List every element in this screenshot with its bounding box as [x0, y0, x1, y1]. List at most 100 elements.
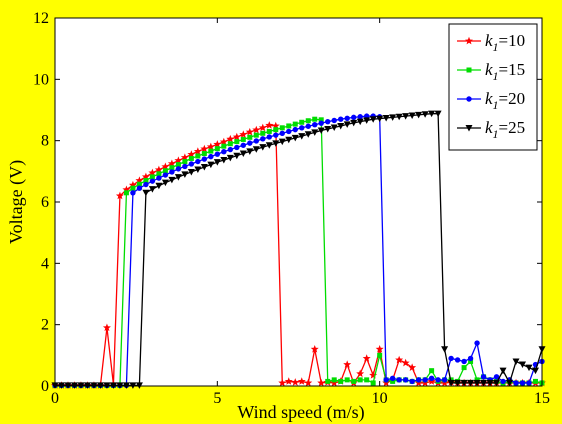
legend-swatch-marker — [465, 36, 473, 45]
data-point — [239, 130, 248, 138]
data-point — [297, 377, 306, 385]
data-point — [175, 162, 181, 168]
data-point — [162, 168, 168, 174]
data-point — [305, 118, 311, 124]
data-point — [493, 374, 500, 380]
data-point — [155, 182, 163, 190]
data-point — [382, 114, 390, 122]
data-point — [357, 377, 363, 383]
data-point — [161, 179, 169, 187]
data-point — [512, 358, 520, 365]
data-point — [260, 136, 266, 142]
data-point — [435, 377, 441, 383]
data-point — [143, 181, 149, 188]
data-point — [273, 132, 279, 138]
data-point — [311, 129, 319, 136]
data-point — [330, 124, 338, 131]
legend-label: k1=20 — [485, 89, 525, 112]
data-point — [344, 115, 350, 121]
data-point — [525, 364, 533, 372]
data-point — [421, 111, 429, 118]
y-tick-label: 6 — [41, 194, 49, 211]
data-point — [195, 153, 201, 159]
data-point — [350, 114, 357, 121]
data-point — [253, 138, 259, 144]
data-point — [377, 352, 383, 358]
data-point — [304, 131, 312, 138]
legend-label: k1=15 — [485, 60, 525, 83]
data-point — [375, 345, 384, 353]
data-point — [279, 125, 285, 131]
data-point — [234, 144, 240, 151]
series-line — [55, 113, 543, 387]
data-point — [356, 369, 365, 378]
data-point — [331, 377, 337, 383]
data-point — [136, 185, 143, 191]
data-point — [266, 134, 272, 140]
data-point — [299, 119, 305, 125]
data-point — [286, 123, 292, 129]
data-point — [338, 378, 344, 384]
data-point — [232, 132, 241, 141]
data-point — [395, 355, 404, 364]
data-point — [304, 378, 313, 387]
data-point — [532, 367, 540, 375]
data-point — [246, 148, 254, 155]
data-point — [408, 112, 416, 120]
data-point — [148, 186, 156, 193]
data-point — [312, 122, 318, 128]
data-point — [149, 178, 156, 184]
data-point — [356, 118, 364, 126]
data-point — [343, 121, 351, 128]
data-point — [447, 379, 455, 387]
data-point — [317, 378, 326, 387]
x-tick-label: 10 — [372, 390, 388, 407]
data-point — [213, 140, 222, 148]
data-point — [130, 190, 136, 196]
data-point — [207, 161, 215, 169]
legend-entry: k1=15 — [457, 60, 525, 83]
data-point — [219, 137, 228, 146]
data-point — [506, 379, 514, 387]
data-point — [220, 156, 228, 164]
data-point — [188, 161, 195, 167]
data-point — [370, 380, 376, 386]
data-point — [175, 166, 182, 172]
data-point — [526, 380, 532, 386]
data-point — [493, 379, 501, 387]
data-point — [317, 127, 325, 135]
data-point — [461, 358, 467, 365]
data-point — [201, 156, 208, 162]
data-point — [149, 174, 155, 180]
data-point — [174, 156, 183, 164]
data-point — [206, 142, 215, 151]
data-point — [460, 379, 468, 387]
data-point — [193, 147, 202, 155]
data-point — [434, 110, 442, 118]
data-point — [245, 127, 254, 136]
legend: k1=10 k1=15 k1=20 k1=25 — [448, 23, 538, 151]
data-point — [181, 171, 189, 178]
data-point — [395, 113, 403, 121]
data-point — [265, 121, 274, 129]
data-point — [123, 190, 129, 196]
data-point — [233, 152, 241, 160]
data-point — [500, 378, 506, 385]
data-point — [533, 378, 539, 384]
data-point — [428, 375, 435, 382]
y-tick-label: 10 — [33, 71, 49, 88]
data-point — [278, 138, 286, 146]
data-point — [468, 358, 474, 364]
data-point — [136, 181, 142, 187]
data-point — [401, 358, 410, 367]
data-point — [167, 159, 176, 168]
data-point — [284, 377, 293, 385]
data-point — [325, 378, 331, 384]
data-point — [194, 166, 202, 173]
data-point — [298, 133, 306, 140]
legend-label: k1=25 — [485, 118, 525, 141]
data-point — [286, 128, 292, 135]
data-point — [142, 189, 150, 197]
data-point — [130, 185, 136, 191]
data-point — [390, 378, 396, 384]
